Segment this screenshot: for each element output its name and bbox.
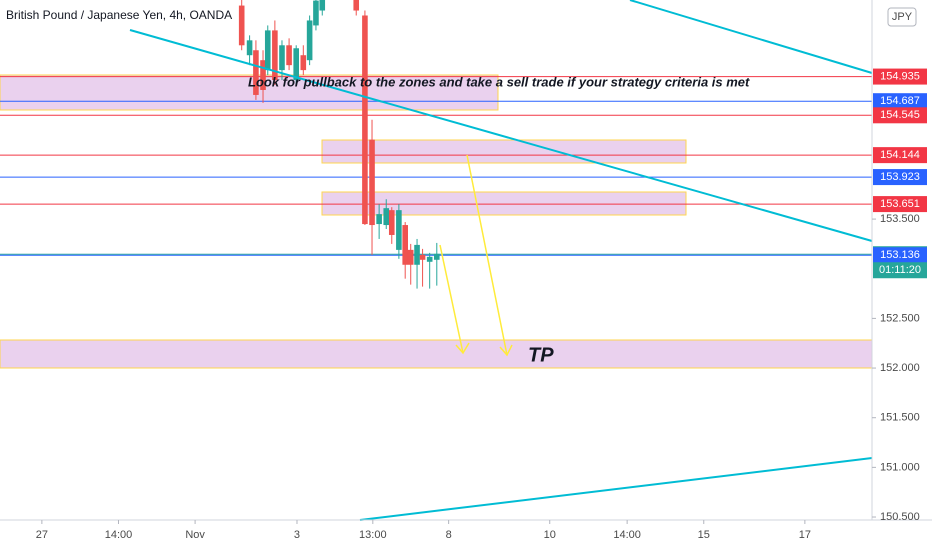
level-tag	[873, 147, 927, 164]
level-label: 154.545	[880, 109, 920, 121]
candle-body	[396, 210, 402, 250]
candle-body	[383, 208, 390, 226]
x-tick-label: Nov	[185, 529, 205, 541]
y-tick-label: 151.500	[880, 412, 920, 424]
candle-body	[306, 20, 313, 61]
candle-body	[293, 48, 299, 81]
x-tick-label: 15	[698, 529, 710, 541]
x-tick-label: 10	[544, 529, 556, 541]
trend-line	[129, 29, 873, 242]
candle-body	[264, 30, 271, 71]
level-tag	[873, 93, 927, 110]
x-tick-label: 27	[36, 529, 48, 541]
level-label: 153.651	[880, 198, 920, 210]
candle-body	[419, 254, 426, 260]
trend-line	[359, 457, 873, 521]
level-label: 153.136	[880, 249, 920, 261]
candle-body	[414, 244, 420, 265]
target-label: TP	[528, 344, 554, 366]
candle-body	[402, 225, 408, 265]
level-tag	[873, 196, 927, 213]
arrow-head	[499, 344, 513, 357]
y-tick-label: 150.500	[880, 511, 920, 523]
zones	[0, 74, 873, 369]
candle-body	[272, 30, 278, 81]
trend-line	[629, 0, 873, 74]
level-tag	[873, 68, 927, 85]
level-tag	[873, 247, 927, 264]
zone	[321, 139, 687, 164]
candle-body	[353, 0, 360, 11]
candle-body	[260, 60, 266, 90]
x-tick-label: 3	[294, 529, 300, 541]
drawings	[129, 0, 873, 521]
candle-body	[433, 253, 440, 260]
y-tick-label: 153.500	[880, 213, 920, 225]
candle-body	[238, 5, 245, 46]
candle-body	[313, 0, 319, 26]
candle-body	[300, 55, 307, 71]
y-tick-label: 152.000	[880, 362, 920, 374]
zone	[0, 339, 873, 369]
candle-body	[407, 249, 414, 265]
candle-body	[246, 40, 253, 56]
countdown: 01:11:20	[879, 264, 921, 276]
candle-body	[279, 45, 285, 71]
candle-body	[426, 256, 433, 262]
x-tick-label: 13:00	[359, 529, 387, 541]
level-label: 154.144	[880, 149, 920, 161]
level-tag	[873, 169, 927, 186]
level-label: 153.923	[880, 171, 920, 183]
level-label: 154.687	[880, 95, 920, 107]
y-tick-label: 152.500	[880, 312, 920, 324]
x-tick-label: 17	[799, 529, 811, 541]
level-label: 154.935	[880, 70, 920, 82]
countdown-tag	[873, 262, 927, 279]
chart-title: British Pound / Japanese Yen, 4h, OANDA	[6, 8, 232, 22]
arrow	[439, 244, 464, 354]
candle-body	[286, 45, 292, 66]
level-tag	[873, 107, 927, 124]
axes: 150.500 151.000 151.500 152.000 152.500 153.5…	[36, 68, 927, 541]
candle-body	[376, 214, 382, 225]
candle-body	[319, 0, 326, 11]
annotation: Look for pullback to the zones and take …	[248, 74, 750, 89]
candles	[238, 0, 440, 289]
currency-badge[interactable]	[887, 7, 917, 27]
arrow-head	[455, 342, 470, 355]
x-tick-label: 14:00	[105, 529, 133, 541]
currency[interactable]: JPY	[892, 11, 913, 23]
zone	[0, 74, 499, 111]
zone	[321, 191, 687, 216]
x-tick-label: 8	[446, 529, 452, 541]
candle-body	[253, 50, 259, 95]
x-tick-label: 14:00	[613, 529, 641, 541]
candle-body	[362, 15, 368, 225]
candle-body	[388, 210, 395, 235]
candle-body	[369, 139, 375, 226]
y-tick-label: 151.000	[880, 461, 920, 473]
arrow	[466, 154, 508, 356]
